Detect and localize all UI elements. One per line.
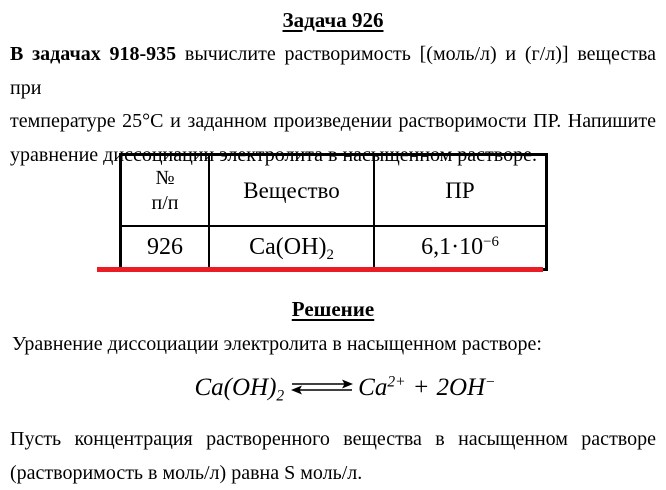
- closing-line-1: Пусть концентрация растворенного веществ…: [10, 423, 656, 457]
- equation-ca-charge: 2+: [387, 373, 405, 390]
- pr-value: 6,1·10: [421, 234, 483, 260]
- equation-left-main: Ca(OH): [194, 374, 276, 401]
- problem-title-text: Задача 926: [283, 8, 384, 32]
- pr-exponent: −6: [483, 234, 499, 250]
- solution-heading: Решение: [0, 297, 666, 321]
- intro-line-1: В задачах 918-935 вычислите растворимост…: [10, 38, 656, 105]
- table-data-row: 926 Ca(OH)2 6,1·10−6: [121, 226, 547, 270]
- equation-right-anion: 2OH−: [436, 373, 495, 403]
- equation-left-subscript: 2: [276, 387, 284, 404]
- intro-line-1-bold: В задачах 918-935: [10, 43, 176, 65]
- equilibrium-arrow-icon: [291, 373, 353, 403]
- table-header-num-line2: п/п: [122, 191, 208, 216]
- intro-paragraph: В задачах 918-935 вычислите растворимост…: [10, 38, 656, 172]
- red-underline: [97, 267, 543, 272]
- closing-line-2: (растворимость в моль/л) равна S моль/л.: [10, 457, 656, 490]
- table-header-pr: ПР: [374, 155, 547, 227]
- table-header-row: № п/п Вещество ПР: [121, 155, 547, 227]
- page-container: { "page": { "accent_color": "#ec1c24", "…: [0, 0, 666, 479]
- cell-substance: Ca(OH)2: [209, 226, 374, 270]
- table-header-num: № п/п: [121, 155, 210, 227]
- cell-problem-number: 926: [121, 226, 210, 270]
- equation-oh: 2OH: [436, 374, 485, 401]
- solution-intro: Уравнение диссоциации электролита в насы…: [12, 328, 656, 362]
- equation-right-cation: Ca2+: [358, 373, 405, 403]
- intro-line-2: температуре 25°С и заданном произведении…: [10, 105, 656, 139]
- equation-plus-sign: +: [413, 373, 430, 403]
- problem-title: Задача 926: [0, 8, 666, 32]
- solution-intro-line: Уравнение диссоциации электролита в насы…: [12, 328, 656, 362]
- dissociation-equation: Ca(OH)2 Ca2+ + 2OH−: [0, 373, 666, 403]
- table-header-substance: Вещество: [209, 155, 374, 227]
- substance-formula: Ca(OH): [249, 234, 326, 260]
- cell-pr-value: 6,1·10−6: [374, 226, 547, 270]
- equation-left: Ca(OH)2: [194, 373, 284, 403]
- equation-ca: Ca: [358, 374, 387, 401]
- closing-paragraph: Пусть концентрация растворенного веществ…: [10, 423, 656, 490]
- table-header-num-line1: №: [122, 166, 208, 191]
- solution-heading-text: Решение: [292, 297, 374, 321]
- problem-table: № п/п Вещество ПР 926 Ca(OH)2 6,1·10−6: [119, 153, 548, 271]
- equation-oh-charge: −: [485, 373, 495, 390]
- substance-subscript: 2: [326, 247, 333, 263]
